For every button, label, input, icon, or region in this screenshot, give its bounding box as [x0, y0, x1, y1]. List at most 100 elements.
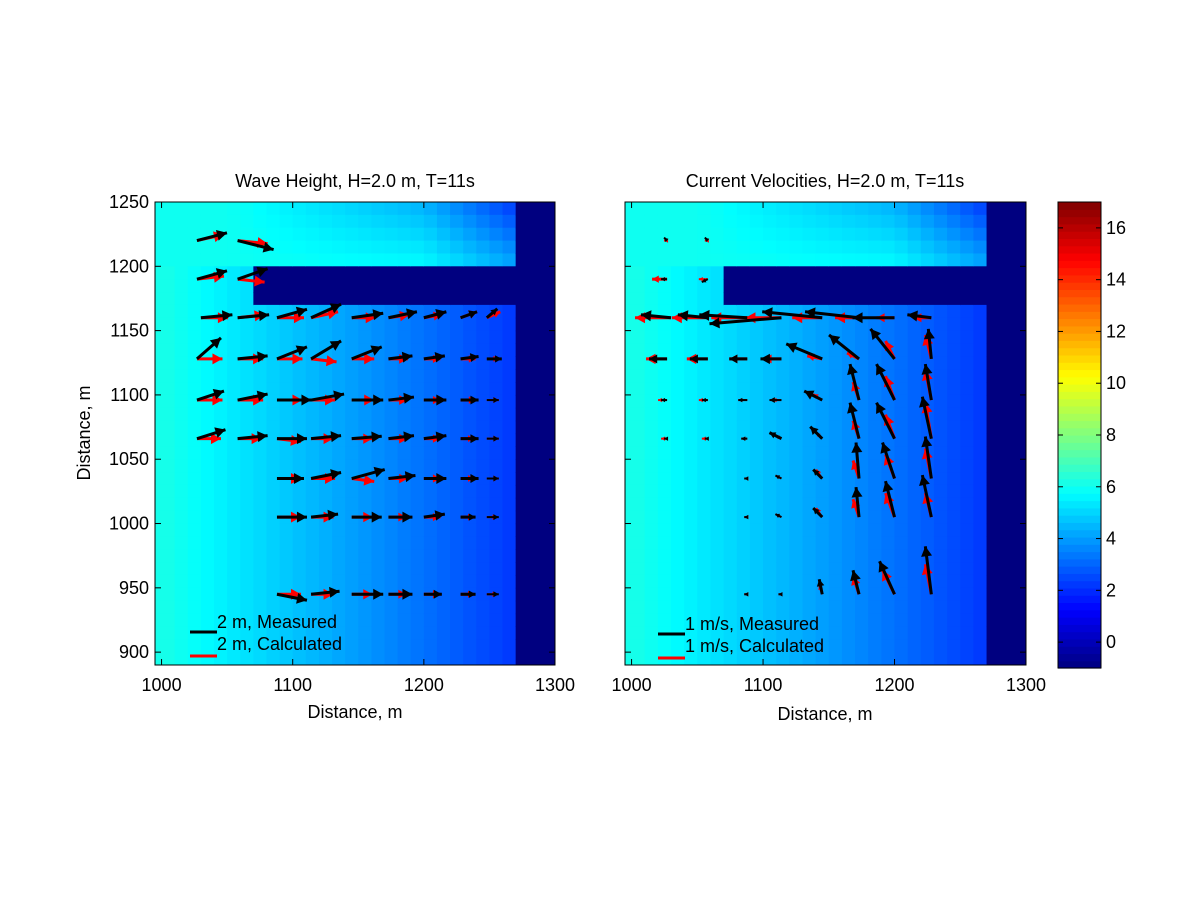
vector-arrow-measured — [775, 474, 782, 480]
field-cell — [802, 330, 817, 345]
field-cell — [625, 536, 646, 550]
field-cell — [644, 240, 659, 255]
field-cell — [174, 562, 189, 576]
field-cell — [723, 433, 738, 447]
field-cell — [436, 497, 451, 512]
field-cell — [841, 330, 856, 345]
field-cell — [292, 330, 307, 345]
field-cell — [384, 330, 399, 345]
field-cell — [371, 382, 386, 396]
field-cell — [657, 279, 672, 293]
current-velocities-field — [625, 202, 1026, 665]
current-velocities-title: Current Velocities, H=2.0 m, T=11s — [686, 171, 964, 191]
field-cell — [815, 562, 830, 576]
colorbar-band — [1058, 325, 1101, 334]
field-cell — [697, 343, 712, 357]
colorbar-band — [1058, 231, 1101, 240]
field-cell — [318, 446, 333, 460]
field-cell — [1012, 600, 1026, 615]
field-cell — [187, 562, 202, 576]
field-cell — [868, 536, 882, 550]
field-cell — [973, 279, 988, 293]
field-cell — [214, 369, 228, 383]
field-cell — [815, 587, 830, 602]
field-cell — [973, 510, 988, 525]
field-cell — [541, 382, 555, 396]
vector-arrow-measured — [423, 394, 447, 406]
field-cell — [305, 279, 320, 293]
vector-arrow-measured — [812, 468, 824, 480]
field-cell — [410, 587, 425, 602]
field-cell — [986, 369, 1001, 383]
field-cell — [528, 626, 543, 640]
field-cell — [227, 459, 241, 473]
field-cell — [476, 202, 491, 216]
field-cell — [358, 536, 372, 550]
field-cell — [999, 587, 1014, 602]
field-cell — [625, 394, 646, 409]
field-cell — [776, 587, 790, 602]
field-cell — [463, 227, 477, 242]
field-cell — [358, 214, 372, 229]
field-cell — [371, 472, 386, 486]
field-cell — [410, 497, 425, 512]
field-cell — [736, 472, 751, 486]
colorbar-band — [1058, 595, 1101, 604]
field-cell — [723, 446, 738, 460]
field-cell — [749, 343, 764, 357]
field-cell — [710, 523, 725, 537]
field-cell — [450, 407, 464, 422]
field-cell — [240, 292, 254, 306]
field-cell — [292, 626, 307, 640]
field-cell — [528, 356, 543, 370]
field-cell — [463, 459, 477, 473]
field-cell — [227, 587, 241, 602]
field-cell — [697, 202, 712, 216]
field-cell — [436, 279, 451, 293]
field-cell — [986, 279, 1001, 293]
field-cell — [907, 420, 922, 435]
field-cell — [384, 227, 399, 242]
field-cell — [279, 497, 294, 512]
field-cell — [528, 343, 543, 357]
field-cell — [657, 484, 672, 499]
field-cell — [789, 382, 804, 396]
field-cell — [999, 382, 1014, 396]
field-cell — [423, 562, 438, 576]
field-cell — [855, 266, 869, 280]
field-cell — [907, 574, 922, 589]
field-cell — [1012, 484, 1026, 499]
field-cell — [227, 369, 241, 383]
field-cell — [907, 472, 922, 486]
field-cell — [515, 279, 530, 293]
field-cell — [318, 330, 333, 345]
field-cell — [318, 484, 333, 499]
field-cell — [305, 214, 320, 229]
field-cell — [684, 214, 698, 229]
field-cell — [920, 536, 935, 550]
field-cell — [697, 292, 712, 306]
field-cell — [450, 497, 464, 512]
field-cell — [227, 394, 241, 409]
field-cell — [345, 394, 359, 409]
field-cell — [776, 600, 790, 615]
vector-arrow-measured — [423, 431, 447, 443]
field-cell — [318, 292, 333, 306]
field-cell — [436, 523, 451, 537]
field-cell — [894, 292, 909, 306]
vector-arrow-measured — [738, 397, 748, 403]
field-cell — [187, 330, 202, 345]
field-cell — [266, 214, 281, 229]
field-cell — [973, 562, 988, 576]
field-cell — [371, 356, 386, 370]
field-cell — [200, 420, 215, 435]
field-cell — [710, 484, 725, 499]
field-cell — [463, 240, 477, 255]
field-cell — [155, 510, 176, 525]
field-cell — [789, 407, 804, 422]
field-cell — [868, 459, 882, 473]
field-cell — [358, 253, 372, 267]
field-cell — [749, 279, 764, 293]
field-cell — [697, 510, 712, 525]
field-cell — [489, 292, 504, 306]
